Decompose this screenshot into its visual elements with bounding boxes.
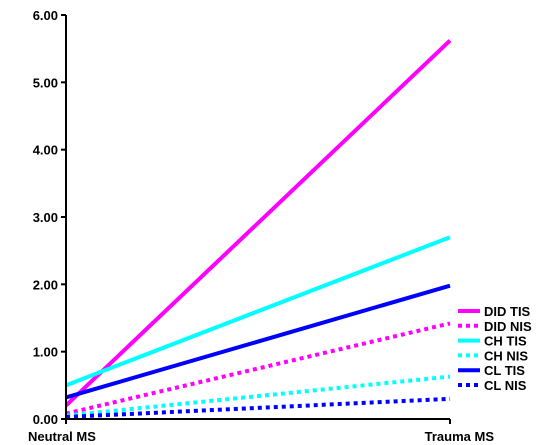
x-tick-label: Neutral MS <box>28 429 96 444</box>
axes <box>65 15 450 420</box>
y-tick-label: 6.00 <box>33 8 58 23</box>
legend-label: DID TIS <box>484 304 531 319</box>
tick-labels: 0.00 1.00 2.00 3.00 4.00 5.00 6.00 Neutral MS Tr… <box>28 8 494 444</box>
legend-label: CH TIS <box>484 334 527 349</box>
series-line-cl-tis <box>65 283 451 400</box>
y-tick-label: 4.00 <box>33 143 58 158</box>
legend-label: DID NIS <box>484 319 532 334</box>
x-tick-label: Trauma MS <box>425 429 495 444</box>
legend-label: CL NIS <box>484 378 527 393</box>
legend-label: CL TIS <box>484 363 525 378</box>
legend-label: CH NIS <box>484 348 528 363</box>
series-line-ch-tis <box>65 235 451 388</box>
series-lines <box>64 39 452 419</box>
y-tick-label: 5.00 <box>33 75 58 90</box>
series-line-did-tis <box>64 39 452 407</box>
series-line-ch-nis <box>65 374 451 418</box>
y-tick-label: 0.00 <box>33 412 58 427</box>
y-tick-label: 3.00 <box>33 210 58 225</box>
y-tick-label: 1.00 <box>33 345 58 360</box>
y-tick-label: 2.00 <box>33 277 58 292</box>
series-line-did-nis <box>65 321 451 416</box>
series-line-cl-nis <box>65 396 451 419</box>
